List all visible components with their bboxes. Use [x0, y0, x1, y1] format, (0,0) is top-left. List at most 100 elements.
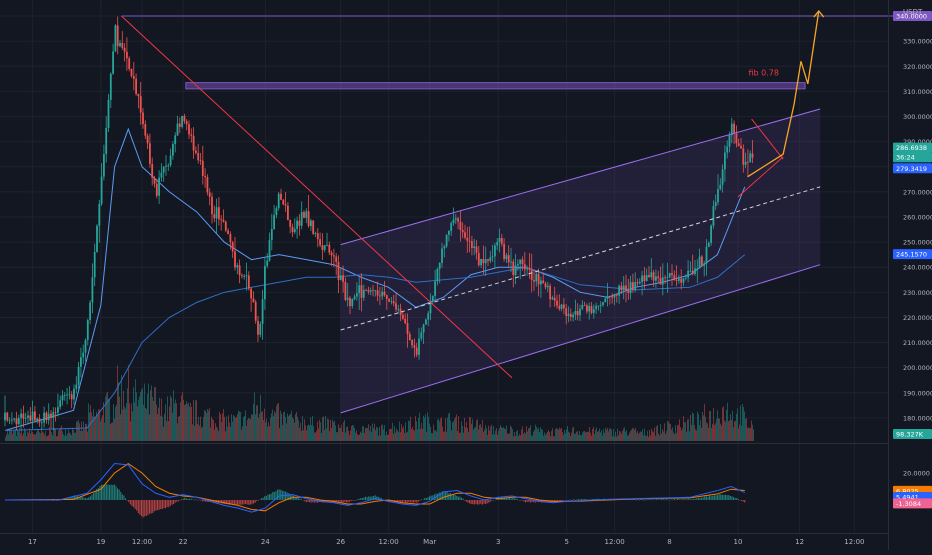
volume-bar [244, 415, 245, 441]
macd-histogram-bar [731, 496, 733, 500]
volume-bar [70, 433, 71, 441]
macd-histogram-bar [584, 499, 586, 500]
candle-body [592, 309, 595, 313]
volume-bar [39, 432, 40, 441]
macd-histogram-bar [267, 494, 269, 500]
volume-bar [648, 436, 649, 441]
macd-histogram-bar [112, 485, 114, 500]
volume-bar [462, 425, 463, 441]
macd-histogram-bar [147, 500, 149, 516]
macd-line [4, 463, 746, 513]
macd-histogram-bar [289, 494, 291, 500]
price-badge: 279.3419 [896, 165, 927, 173]
candle-body [47, 413, 50, 421]
volume-bar [503, 427, 504, 441]
volume-bar [642, 429, 643, 441]
candle-body [17, 417, 20, 425]
candle-body [264, 265, 266, 300]
candle-body [519, 259, 522, 264]
volume-bar [710, 410, 711, 441]
volume-bar [541, 429, 542, 441]
macd-histogram-bar [515, 498, 517, 500]
candle-body [740, 145, 742, 149]
volume-bar [422, 428, 423, 441]
macd-histogram-bar [353, 500, 355, 501]
volume-bar [615, 431, 616, 441]
macd-histogram-bar [531, 500, 533, 503]
volume-bar [699, 425, 700, 441]
macd-histogram-bar [390, 500, 392, 503]
volume-bar [391, 428, 392, 441]
volume-bar [452, 422, 453, 441]
macd-panel [4, 462, 746, 518]
macd-histogram-bar [681, 499, 683, 500]
macd-histogram-bar [467, 500, 469, 503]
volume-bar [27, 431, 28, 441]
volume-bar [105, 396, 106, 441]
volume-bar [411, 428, 412, 441]
volume-bar [523, 433, 524, 441]
candle-body [471, 241, 473, 248]
volume-bar [440, 418, 441, 441]
volume-bar [639, 432, 640, 441]
volume-bar [193, 400, 194, 441]
volume-bar [620, 431, 621, 441]
volume-bar [230, 426, 231, 441]
price-badge: 36:24 [896, 154, 915, 162]
volume-bar [231, 414, 232, 441]
candle-body [397, 308, 400, 310]
candle-body [273, 215, 275, 229]
volume-bar [323, 416, 324, 441]
candle-body [293, 228, 296, 233]
volume-bar [228, 415, 229, 441]
volume-bar [206, 413, 207, 441]
macd-histogram-bar [168, 500, 170, 508]
volume-bar [120, 414, 121, 441]
volume-bar [174, 403, 175, 441]
macd-histogram-bar [413, 500, 415, 503]
candle-body [664, 277, 666, 279]
price-badge-bg [893, 163, 932, 174]
volume-bar [651, 428, 652, 441]
candle-body [236, 265, 239, 268]
candle-body [100, 176, 103, 204]
volume-bar [589, 426, 590, 441]
resistance-zone [185, 82, 806, 90]
macd-histogram-bar [557, 500, 559, 502]
volume-bar [202, 426, 203, 441]
macd-histogram-bar [243, 500, 245, 505]
volume-bar [346, 427, 347, 441]
volume-bar [671, 429, 672, 441]
volume-bar [19, 428, 20, 441]
volume-bar [272, 409, 273, 441]
volume-bar [604, 432, 605, 441]
volume-bar [702, 411, 703, 441]
macd-histogram-bar [89, 496, 91, 500]
volume-bar [746, 418, 747, 441]
candle-body [220, 219, 223, 221]
volume-bar [195, 400, 196, 441]
volume-bar [235, 417, 236, 441]
macd-histogram-bar [659, 499, 661, 500]
candle-body [420, 332, 423, 339]
volume-bar [696, 430, 697, 441]
volume-bar [218, 431, 219, 441]
volume-bar [538, 427, 539, 441]
macd-histogram-bar [483, 500, 485, 504]
macd-histogram-bar [184, 497, 186, 500]
candle-body [728, 135, 731, 147]
volume-bar [102, 415, 103, 441]
volume-bar [152, 396, 153, 441]
time-axis[interactable]: 17 19 12:00 22 24 26 12:00 Mar 3 5 12:00 8 10 12 12:00 [28, 538, 865, 546]
volume-bar [146, 408, 147, 441]
volume-bar [390, 428, 391, 441]
volume-bar [613, 428, 614, 441]
volume-bar [638, 433, 639, 441]
volume-bar [662, 429, 663, 441]
volume-bar [540, 427, 541, 441]
volume-bar [113, 404, 114, 441]
volume-bar [10, 431, 11, 441]
macd-histogram-bar [222, 500, 224, 504]
candle-body [609, 295, 611, 297]
volume-bar [481, 427, 482, 441]
